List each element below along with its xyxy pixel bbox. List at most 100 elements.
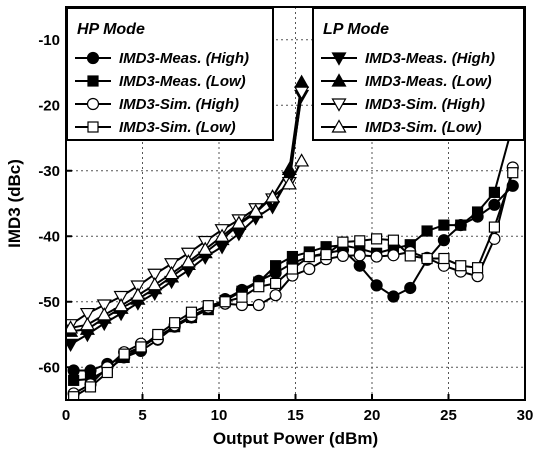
data-point xyxy=(336,249,350,262)
legend-box xyxy=(312,7,525,141)
data-point xyxy=(337,236,349,248)
legend-marker xyxy=(86,97,100,111)
data-point xyxy=(101,366,113,379)
data-point xyxy=(270,277,282,290)
series-lp-mode-imd3-sim-low xyxy=(66,153,310,334)
data-point xyxy=(147,268,163,282)
legend-label: IMD3-Sim. (Low) xyxy=(119,119,236,136)
data-point xyxy=(387,234,400,246)
data-point xyxy=(113,297,129,312)
legend-marker xyxy=(87,75,99,87)
legend-marker xyxy=(331,73,347,87)
y-tick-label: -60 xyxy=(38,359,60,376)
data-point xyxy=(471,206,484,218)
data-point xyxy=(236,291,248,303)
legend-label: IMD3-Meas. (Low) xyxy=(365,73,492,90)
data-point xyxy=(202,300,214,312)
data-point xyxy=(197,241,213,255)
data-point xyxy=(286,250,299,263)
data-point xyxy=(370,250,383,263)
y-axis-label: IMD3 (dBc) xyxy=(5,159,24,248)
data-point xyxy=(438,219,450,231)
legend-marker xyxy=(87,121,99,133)
data-point xyxy=(387,290,400,303)
legends: HP Mode IMD3-Meas. (High) IMD3-Meas. (Low)… xyxy=(66,7,525,141)
data-point xyxy=(214,228,230,242)
data-point xyxy=(370,233,383,245)
x-tick-label: 25 xyxy=(440,407,457,424)
data-point xyxy=(169,317,181,329)
data-point xyxy=(252,298,265,312)
x-tick-label: 5 xyxy=(138,407,146,424)
data-point xyxy=(488,221,500,233)
data-point xyxy=(471,262,484,274)
data-point xyxy=(79,307,95,322)
data-point xyxy=(66,338,79,353)
data-point xyxy=(231,215,247,229)
data-point xyxy=(130,287,146,301)
data-point xyxy=(185,306,198,318)
data-point xyxy=(488,186,500,198)
data-point xyxy=(147,277,163,291)
y-tick-label: -10 xyxy=(38,32,60,49)
data-point xyxy=(66,320,79,334)
legend-marker xyxy=(331,98,347,112)
data-point xyxy=(270,260,282,272)
data-point xyxy=(294,74,310,88)
data-point xyxy=(281,176,297,190)
data-point xyxy=(353,259,366,272)
legend-title: LP Mode xyxy=(323,21,389,38)
legend-box xyxy=(66,7,274,141)
data-point xyxy=(303,262,316,276)
legend-marker xyxy=(86,51,100,65)
legend-label: IMD3-Meas. (High) xyxy=(119,50,249,67)
data-point xyxy=(507,167,519,179)
legend-hp-mode: HP Mode IMD3-Meas. (High) IMD3-Meas. (Low)… xyxy=(66,7,274,141)
data-point xyxy=(488,198,501,211)
data-point xyxy=(354,235,366,247)
data-point xyxy=(130,280,146,294)
data-point xyxy=(404,250,416,262)
data-point xyxy=(455,219,467,231)
data-point xyxy=(135,341,147,353)
data-point xyxy=(180,254,196,268)
data-point xyxy=(96,307,112,321)
y-tick-label: -40 xyxy=(38,228,60,245)
data-point xyxy=(113,290,129,305)
data-point xyxy=(253,281,265,293)
data-point xyxy=(303,250,315,263)
series-layer xyxy=(66,74,519,400)
data-point xyxy=(164,258,180,272)
data-point xyxy=(387,249,400,262)
data-point xyxy=(370,279,383,292)
x-tick-label: 30 xyxy=(517,407,534,424)
x-tick-label: 10 xyxy=(211,407,228,424)
data-point xyxy=(180,247,196,261)
series-lp-mode-imd3-sim-high xyxy=(66,86,310,333)
data-point xyxy=(438,252,450,265)
data-point xyxy=(152,328,164,341)
data-point xyxy=(79,316,95,331)
data-point xyxy=(281,161,297,176)
data-point xyxy=(68,374,80,386)
x-axis-label: Output Power (dBm) xyxy=(213,429,378,448)
legend-marker xyxy=(331,119,347,133)
x-tick-label: 20 xyxy=(364,407,381,424)
legend-label: IMD3-Sim. (Low) xyxy=(365,119,482,136)
legend-title: HP Mode xyxy=(77,21,145,38)
data-point xyxy=(118,348,130,360)
legend-lp-mode: LP Mode IMD3-Meas. (High) IMD3-Meas. (Low)… xyxy=(312,7,525,141)
data-point xyxy=(294,153,310,167)
data-point xyxy=(219,296,231,308)
y-tick-label: -50 xyxy=(38,294,60,311)
legend-marker xyxy=(331,52,347,66)
data-point xyxy=(286,263,299,275)
legend-label: IMD3-Meas. (Low) xyxy=(119,73,246,90)
data-point xyxy=(164,265,180,280)
data-point xyxy=(68,391,80,400)
data-point xyxy=(404,281,417,295)
series-hp-mode-imd3-sim-low xyxy=(68,167,519,400)
data-point xyxy=(248,203,264,217)
data-point xyxy=(265,189,281,203)
